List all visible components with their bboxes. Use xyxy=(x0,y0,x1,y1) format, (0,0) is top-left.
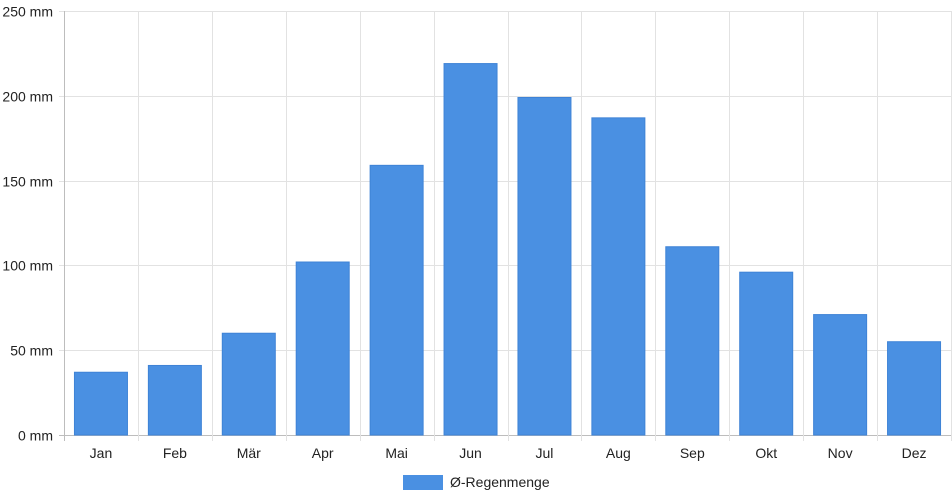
x-tick-label: Jun xyxy=(459,445,482,461)
grid xyxy=(59,11,952,441)
x-tick-label: Mär xyxy=(237,445,261,461)
bar-jul[interactable] xyxy=(517,96,572,436)
bar-dez[interactable] xyxy=(887,341,942,436)
axes: 0 mm 50 mm 100 mm 150 mm 200 mm 250 mm Jan Feb M… xyxy=(2,4,926,462)
bar-jun[interactable] xyxy=(443,63,498,436)
legend-label: Ø-Regenmenge xyxy=(450,474,550,490)
legend-swatch xyxy=(403,475,443,490)
x-tick-label: Feb xyxy=(163,445,187,461)
bar-aug[interactable] xyxy=(591,117,646,436)
y-tick-label: 0 mm xyxy=(18,428,53,444)
y-tick-label: 150 mm xyxy=(2,174,53,190)
x-tick-label: Jan xyxy=(90,445,113,461)
legend: Ø-Regenmenge xyxy=(403,474,550,490)
bar-nov[interactable] xyxy=(813,314,868,436)
bar-jan[interactable] xyxy=(73,371,128,436)
y-tick-label: 100 mm xyxy=(2,258,53,274)
bar-feb[interactable] xyxy=(147,364,202,436)
x-tick-label: Dez xyxy=(902,445,927,461)
y-tick-label: 50 mm xyxy=(10,343,53,359)
bar-mär[interactable] xyxy=(221,332,276,436)
bar-apr[interactable] xyxy=(295,261,350,436)
bar-sep[interactable] xyxy=(665,246,720,436)
bar-okt[interactable] xyxy=(739,271,794,436)
y-tick-label: 250 mm xyxy=(2,4,53,20)
x-tick-label: Nov xyxy=(828,445,853,461)
bars xyxy=(73,63,942,436)
x-tick-label: Okt xyxy=(755,445,777,461)
x-tick-label: Jul xyxy=(536,445,554,461)
bar-mai[interactable] xyxy=(369,164,424,436)
x-tick-label: Aug xyxy=(606,445,631,461)
x-tick-label: Mai xyxy=(385,445,408,461)
y-tick-label: 200 mm xyxy=(2,89,53,105)
x-tick-label: Sep xyxy=(680,445,705,461)
x-tick-label: Apr xyxy=(312,445,334,461)
